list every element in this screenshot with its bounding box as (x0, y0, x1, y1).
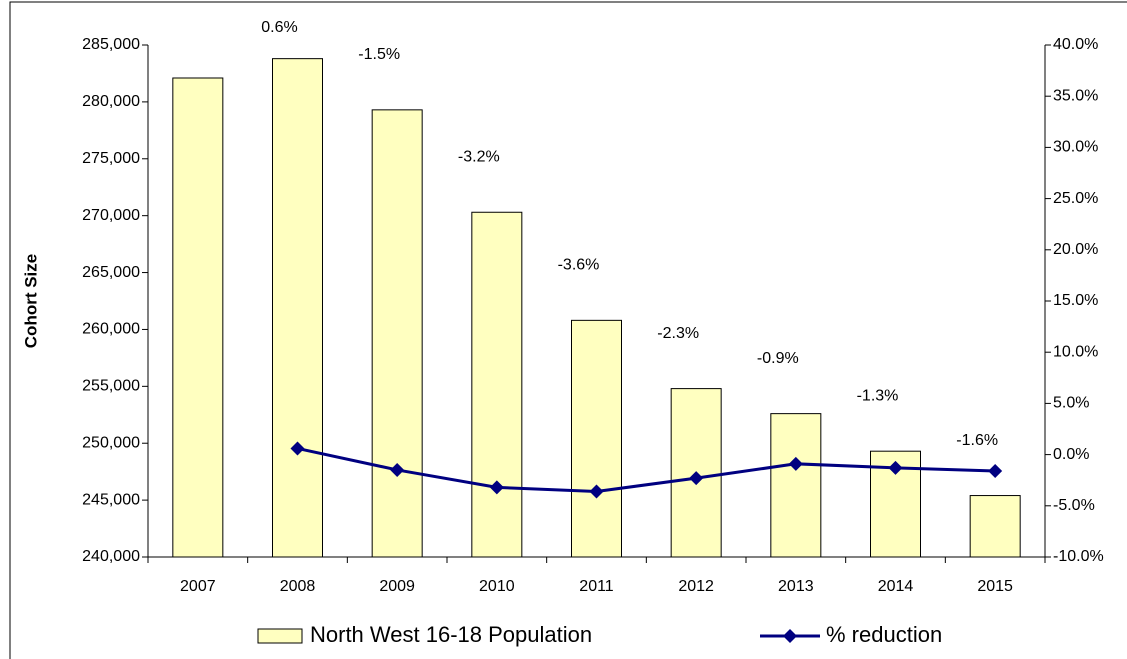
marker (788, 456, 803, 471)
data-label: -3.6% (558, 257, 600, 274)
legend-swatch (257, 628, 303, 644)
marker (489, 480, 504, 495)
x-tick-label: 2007 (180, 578, 216, 595)
y2-tick-label: -5.0% (1053, 497, 1095, 514)
marker (290, 441, 305, 456)
y2-tick-label: 15.0% (1053, 292, 1098, 309)
bar (770, 413, 822, 558)
data-label: 0.6% (261, 19, 297, 36)
y-tick-label: 265,000 (82, 264, 140, 281)
y-tick-label: 255,000 (82, 378, 140, 395)
y2-tick-label: 25.0% (1053, 190, 1098, 207)
marker (689, 471, 704, 486)
data-label: -1.5% (358, 46, 400, 63)
bar (172, 77, 224, 558)
y-tick-label: 245,000 (82, 491, 140, 508)
x-tick-label: 2010 (479, 578, 515, 595)
legend-label: North West 16-18 Population (310, 622, 592, 647)
bar (969, 495, 1021, 558)
bar (371, 109, 423, 558)
y2-tick-label: -10.0% (1053, 548, 1104, 565)
marker (888, 460, 903, 475)
y-tick-label: 275,000 (82, 150, 140, 167)
y2-tick-label: 40.0% (1053, 36, 1098, 53)
y-tick-label: 285,000 (82, 36, 140, 53)
chart-frame (9, 1, 1127, 659)
data-label: -1.3% (857, 387, 899, 404)
y-tick-label: 260,000 (82, 321, 140, 338)
x-tick-label: 2013 (778, 578, 814, 595)
x-tick-label: 2009 (379, 578, 415, 595)
y2-tick-label: 0.0% (1053, 446, 1089, 463)
y-tick-label: 250,000 (82, 434, 140, 451)
y-axis-title: Cohort Size (21, 254, 40, 348)
x-tick-label: 2015 (977, 578, 1013, 595)
data-label: -1.6% (956, 432, 998, 449)
data-label: -3.2% (458, 148, 500, 165)
marker (988, 463, 1003, 478)
x-tick-label: 2008 (280, 578, 316, 595)
y2-tick-label: 35.0% (1053, 87, 1098, 104)
y-tick-label: 270,000 (82, 207, 140, 224)
y-tick-label: 240,000 (82, 548, 140, 565)
legend-label: % reduction (826, 622, 942, 647)
bar (571, 319, 622, 558)
y2-tick-label: 20.0% (1053, 241, 1098, 258)
legend-swatch (783, 629, 797, 643)
line (297, 446, 996, 493)
data-label: -2.3% (657, 325, 699, 342)
x-tick-label: 2012 (678, 578, 714, 595)
bar (471, 211, 523, 558)
marker (589, 484, 604, 499)
x-tick-label: 2014 (878, 578, 914, 595)
x-tick-label: 2011 (579, 578, 614, 595)
data-label: -0.9% (757, 350, 799, 367)
y2-tick-label: 30.0% (1053, 139, 1098, 156)
bar (272, 58, 323, 558)
y2-tick-label: 10.0% (1053, 343, 1098, 360)
y2-tick-label: 5.0% (1053, 395, 1089, 412)
y-tick-label: 280,000 (82, 93, 140, 110)
marker (390, 462, 405, 477)
